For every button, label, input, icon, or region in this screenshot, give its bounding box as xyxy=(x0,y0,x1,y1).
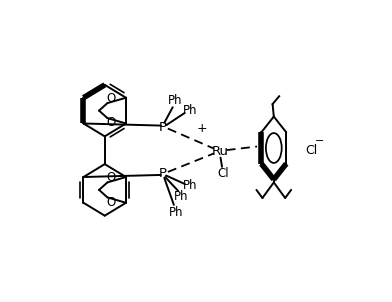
Text: O: O xyxy=(107,116,116,129)
Text: O: O xyxy=(107,92,116,105)
Text: Ph: Ph xyxy=(174,190,188,203)
Text: Ph: Ph xyxy=(183,104,197,117)
Text: Ru: Ru xyxy=(211,144,229,158)
Text: −: − xyxy=(315,136,324,146)
Text: Ph: Ph xyxy=(168,94,182,107)
Text: Cl: Cl xyxy=(217,167,229,180)
Text: P: P xyxy=(159,167,167,180)
Text: O: O xyxy=(107,196,116,209)
Text: Cl: Cl xyxy=(306,144,318,157)
Text: Ph: Ph xyxy=(169,206,183,219)
Text: Ph: Ph xyxy=(183,179,197,192)
Text: P: P xyxy=(159,120,167,133)
Text: O: O xyxy=(107,171,116,184)
Text: +: + xyxy=(197,122,207,135)
